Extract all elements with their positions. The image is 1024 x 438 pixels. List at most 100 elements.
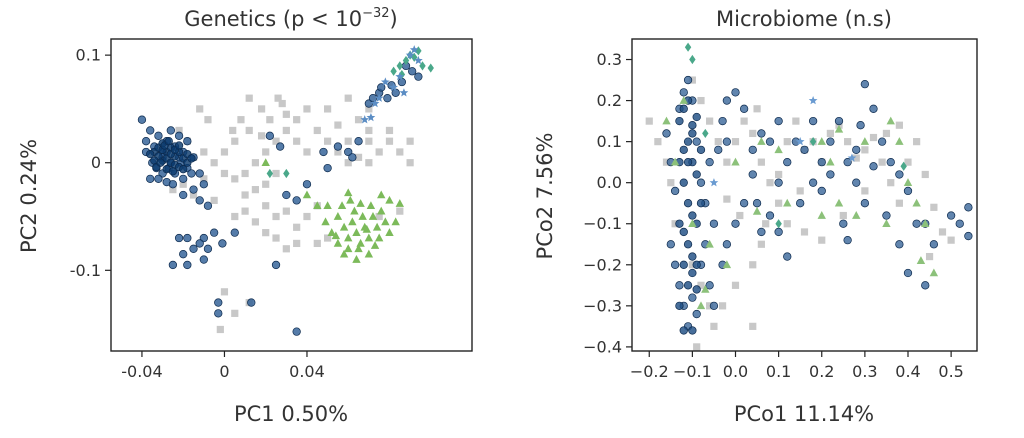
microbiome-point-circle — [722, 137, 732, 146]
genetics-point-square — [365, 126, 373, 135]
microbiome-point-circle — [705, 158, 714, 167]
microbiome-point-triangle — [834, 198, 844, 207]
genetics-point-square — [204, 116, 212, 124]
microbiome-point-circle — [722, 240, 732, 249]
genetics-points — [137, 45, 434, 336]
microbiome-point-diamond — [809, 137, 817, 147]
genetics-point-circle — [189, 244, 198, 253]
genetics-point-star — [370, 98, 380, 108]
microbiome-point-circle — [834, 116, 844, 126]
microbiome-point-star — [709, 178, 719, 187]
microbiome-point-circle — [895, 170, 904, 179]
genetics-point-square — [303, 148, 311, 156]
genetics-point-diamond — [266, 168, 274, 179]
microbiome-point-circle — [688, 211, 697, 220]
genetics-point-square — [229, 126, 237, 135]
microbiome-point-circle — [714, 145, 723, 154]
microbiome-point-triangle — [895, 137, 904, 145]
genetics-point-square — [354, 153, 363, 161]
genetics-point-square — [303, 105, 311, 113]
microbiome-point-triangle — [852, 211, 861, 219]
genetics-point-triangle — [302, 190, 312, 199]
microbiome-point-circle — [692, 260, 701, 269]
genetics-point-square — [196, 105, 204, 113]
microbiome-point-triangle — [929, 268, 939, 277]
genetics-point-triangle — [321, 217, 330, 226]
microbiome-point-circle — [955, 219, 964, 228]
genetics-point-circle — [302, 180, 312, 189]
genetics-point-circle — [247, 298, 256, 307]
microbiome-point-triangle — [921, 219, 930, 228]
microbiome-point-circle — [800, 145, 809, 154]
microbiome-y-axis-label: PCo2 7.56% — [533, 133, 557, 260]
microbiome-y-tick-label: −0.3 — [583, 296, 622, 315]
genetics-point-circle — [146, 149, 155, 159]
microbiome-x-tick-label: 0.1 — [766, 362, 791, 381]
microbiome-point-triangle — [834, 124, 844, 133]
microbiome-point-star — [795, 137, 805, 146]
genetics-y-tick-label: -0.1 — [70, 261, 101, 280]
microbiome-point-triangle — [774, 145, 783, 154]
microbiome-point-circle — [688, 121, 697, 130]
microbiome-point-diamond — [689, 54, 696, 65]
genetics-point-triangle — [362, 224, 371, 233]
genetics-point-triangle — [339, 222, 349, 231]
genetics-point-circle — [265, 131, 274, 140]
genetics-point-square — [385, 137, 394, 145]
genetics-point-square — [293, 116, 301, 124]
microbiome-point-circle — [748, 145, 757, 154]
genetics-point-square — [313, 239, 321, 248]
genetics-point-triangle — [344, 244, 353, 253]
microbiome-y-tick-label: −0.1 — [583, 214, 622, 233]
genetics-point-circle — [209, 228, 219, 237]
microbiome-point-square — [895, 121, 903, 129]
microbiome-point-diamond — [684, 42, 692, 52]
microbiome-point-square — [839, 211, 847, 220]
genetics-point-square — [324, 137, 332, 145]
microbiome-point-circle — [675, 301, 684, 310]
microbiome-point-circle — [688, 268, 697, 278]
microbiome-point-circle — [808, 178, 818, 187]
microbiome-point-square — [947, 236, 955, 244]
microbiome-point-square — [925, 252, 934, 261]
microbiome-panel: Microbiome (n.s) −0.2 −0.1 0.0 0.1 0.2 0.3 0.4… — [533, 7, 978, 426]
microbiome-point-square — [757, 240, 765, 248]
microbiome-point-circle — [709, 301, 719, 310]
genetics-point-star — [389, 82, 398, 92]
genetics-point-circle — [183, 137, 192, 146]
microbiome-point-circle — [688, 129, 697, 138]
genetics-point-triangle — [372, 222, 382, 231]
genetics-point-circle — [179, 250, 188, 259]
microbiome-point-square — [895, 199, 903, 207]
genetics-point-triangle — [331, 231, 341, 240]
genetics-point-square — [272, 234, 280, 242]
genetics-point-circle — [203, 201, 213, 210]
microbiome-x-axis-label: PCo1 11.14% — [734, 402, 874, 426]
genetics-point-square — [257, 105, 266, 113]
microbiome-point-square — [749, 261, 757, 269]
microbiome-point-circle — [826, 170, 835, 179]
genetics-point-square — [344, 159, 352, 167]
genetics-point-circle — [214, 298, 223, 307]
genetics-point-triangle — [350, 206, 359, 215]
genetics-point-square — [266, 116, 274, 124]
microbiome-point-square — [762, 220, 770, 228]
microbiome-point-circle — [679, 260, 688, 269]
microbiome-point-star — [808, 95, 818, 105]
genetics-point-square — [251, 186, 259, 194]
microbiome-point-square — [731, 138, 740, 146]
genetics-point-triangle — [344, 233, 353, 242]
genetics-point-triangle — [368, 212, 378, 220]
microbiome-point-square — [688, 76, 696, 84]
genetics-point-triangle — [339, 249, 349, 258]
genetics-point-triangle — [377, 190, 386, 199]
genetics-point-circle — [189, 185, 198, 194]
microbiome-point-triangle — [731, 157, 740, 166]
genetics-point-circle — [195, 196, 204, 205]
microbiome-point-circle — [912, 219, 921, 228]
genetics-point-triangle — [313, 201, 322, 210]
genetics-point-circle — [168, 167, 178, 176]
microbiome-point-circle — [679, 178, 688, 187]
microbiome-point-circle — [692, 170, 701, 179]
microbiome-point-star — [847, 153, 857, 162]
